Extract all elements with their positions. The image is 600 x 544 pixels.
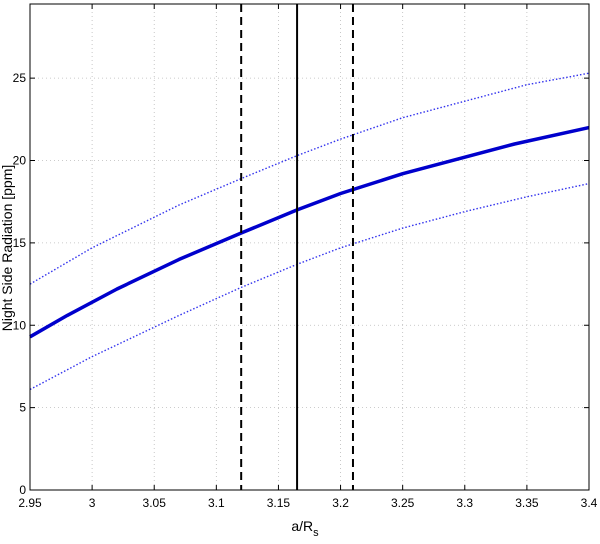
y-tick-label: 10 [13,318,27,332]
x-tick-label: 3.3 [456,496,473,510]
x-tick-label: 3.4 [581,496,598,510]
y-axis-label: Night Side Radiation [ppm] [0,165,15,332]
y-tick-label: 15 [13,236,27,250]
x-tick-label: 2.95 [18,496,42,510]
y-tick-label: 5 [19,401,26,415]
x-tick-label: 3.15 [267,496,291,510]
y-tick-label: 20 [13,154,27,168]
x-axis-label: a/Rs [291,518,319,539]
x-tick-label: 3.05 [143,496,167,510]
series-line-bound [29,72,590,285]
plot-frame [29,3,590,491]
y-tick-label: 0 [19,483,26,497]
y-tick-label: 25 [13,71,27,85]
x-tick-label: 3.1 [208,496,225,510]
vline-layer [240,4,354,490]
x-tick-label: 3.25 [391,496,415,510]
plot-background [30,4,589,490]
x-axis-label-subscript: s [313,527,319,539]
x-ticks: 2.95 3 3.05 3.1 3.15 3.2 3.25 3.3 3.35 3.4 [18,4,598,510]
x-tick-label: 3 [89,496,96,510]
y-ticks: 0 5 10 15 20 25 [13,71,589,497]
x-tick-label: 3.2 [332,496,349,510]
x-tick-label: 3.35 [515,496,539,510]
